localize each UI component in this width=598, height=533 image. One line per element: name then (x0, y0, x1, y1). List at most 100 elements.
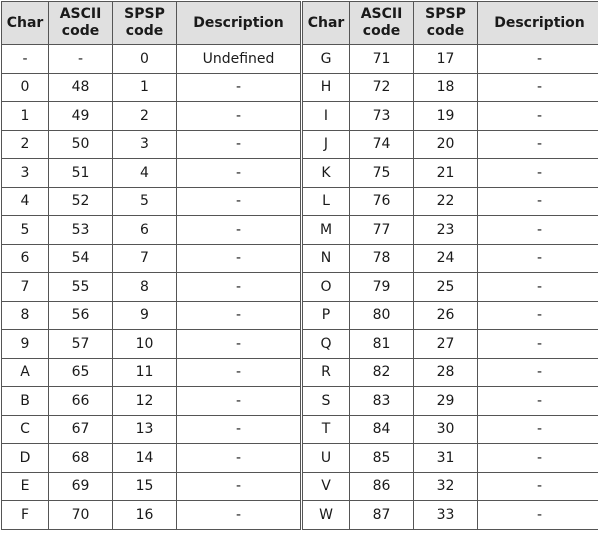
cell-spsp-code: 4 (113, 159, 177, 188)
cell-char: C (2, 415, 49, 444)
cell-description: - (177, 444, 301, 473)
cell-spsp-code: 8 (113, 273, 177, 302)
cell-ascii-code: 56 (49, 301, 113, 330)
cell-spsp-code: 21 (414, 159, 478, 188)
cell-description: - (478, 415, 598, 444)
cell-ascii-code: 70 (49, 501, 113, 530)
cell-spsp-code: 0 (113, 45, 177, 74)
cell-ascii-code: 52 (49, 187, 113, 216)
cell-spsp-code: 3 (113, 130, 177, 159)
cell-char: T (303, 415, 350, 444)
cell-spsp-code: 2 (113, 102, 177, 131)
cell-description: - (478, 301, 598, 330)
cell-description: - (478, 472, 598, 501)
cell-spsp-code: 12 (113, 387, 177, 416)
cell-spsp-code: 23 (414, 216, 478, 245)
cell-spsp-code: 30 (414, 415, 478, 444)
cell-ascii-code: 87 (350, 501, 414, 530)
cell-spsp-code: 22 (414, 187, 478, 216)
cell-ascii-code: 54 (49, 244, 113, 273)
cell-spsp-code: 31 (414, 444, 478, 473)
cell-char: H (303, 73, 350, 102)
cell-ascii-code: 53 (49, 216, 113, 245)
cell-description: - (177, 159, 301, 188)
cell-description: - (177, 387, 301, 416)
cell-char: E (2, 472, 49, 501)
cell-description: - (478, 444, 598, 473)
cell-description: - (177, 415, 301, 444)
cell-char: 4 (2, 187, 49, 216)
cell-char: L (303, 187, 350, 216)
cell-char: 5 (2, 216, 49, 245)
cell-spsp-code: 29 (414, 387, 478, 416)
header-description: Description (478, 2, 598, 45)
cell-char: - (2, 45, 49, 74)
cell-description: - (478, 45, 598, 74)
cell-spsp-code: 33 (414, 501, 478, 530)
cell-spsp-code: 18 (414, 73, 478, 102)
cell-char: 7 (2, 273, 49, 302)
cell-ascii-code: 75 (350, 159, 414, 188)
cell-char: A (2, 358, 49, 387)
cell-ascii-code: - (49, 45, 113, 74)
cell-char: V (303, 472, 350, 501)
cell-spsp-code: 10 (113, 330, 177, 359)
cell-char: O (303, 273, 350, 302)
cell-char: 1 (2, 102, 49, 131)
cell-description: - (478, 244, 598, 273)
header-description: Description (177, 2, 301, 45)
cell-spsp-code: 5 (113, 187, 177, 216)
cell-description: - (478, 216, 598, 245)
cell-description: - (478, 358, 598, 387)
cell-spsp-code: 14 (113, 444, 177, 473)
cell-char: R (303, 358, 350, 387)
cell-spsp-code: 28 (414, 358, 478, 387)
cell-ascii-code: 50 (49, 130, 113, 159)
cell-ascii-code: 69 (49, 472, 113, 501)
cell-description: - (177, 187, 301, 216)
cell-char: 0 (2, 73, 49, 102)
cell-ascii-code: 65 (49, 358, 113, 387)
cell-char: S (303, 387, 350, 416)
cell-char: 3 (2, 159, 49, 188)
cell-description: - (177, 472, 301, 501)
cell-description: - (177, 330, 301, 359)
cell-ascii-code: 49 (49, 102, 113, 131)
cell-ascii-code: 76 (350, 187, 414, 216)
cell-description: - (177, 216, 301, 245)
cell-ascii-code: 67 (49, 415, 113, 444)
cell-char: G (303, 45, 350, 74)
cell-spsp-code: 20 (414, 130, 478, 159)
cell-spsp-code: 26 (414, 301, 478, 330)
cell-description: - (478, 387, 598, 416)
cell-spsp-code: 11 (113, 358, 177, 387)
cell-spsp-code: 6 (113, 216, 177, 245)
cell-ascii-code: 79 (350, 273, 414, 302)
cell-spsp-code: 1 (113, 73, 177, 102)
cell-ascii-code: 73 (350, 102, 414, 131)
cell-char: 2 (2, 130, 49, 159)
cell-spsp-code: 25 (414, 273, 478, 302)
cell-ascii-code: 48 (49, 73, 113, 102)
cell-spsp-code: 16 (113, 501, 177, 530)
cell-spsp-code: 17 (414, 45, 478, 74)
cell-char: U (303, 444, 350, 473)
cell-ascii-code: 84 (350, 415, 414, 444)
cell-description: Undefined (177, 45, 301, 74)
cell-char: M (303, 216, 350, 245)
cell-char: N (303, 244, 350, 273)
